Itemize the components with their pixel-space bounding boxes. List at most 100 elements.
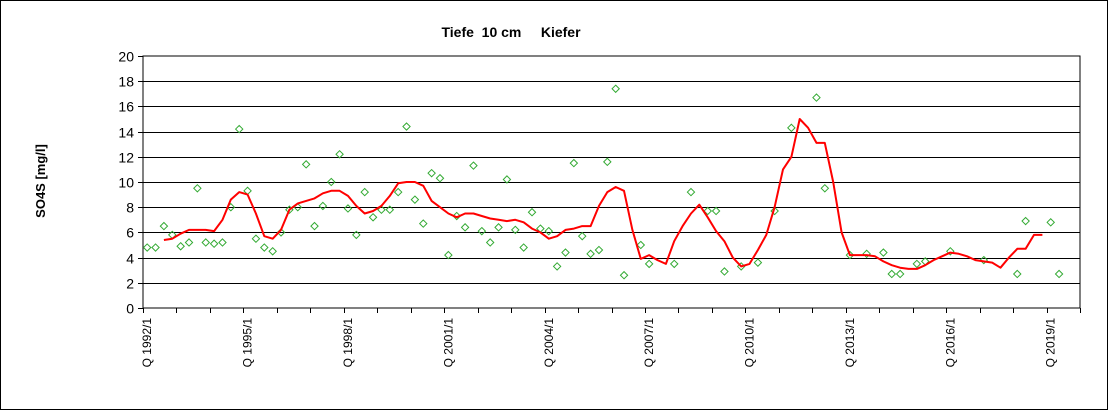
x-axis-ticks: Q 1992/1 Q 1995/1 Q 1998/1 Q 2001/1 Q 2004/1… — [140, 308, 1081, 368]
y-tick-label: 10 — [118, 175, 134, 191]
data-point — [1021, 216, 1030, 226]
data-point — [209, 239, 219, 249]
data-point — [435, 173, 445, 183]
data-point — [946, 246, 955, 256]
data-point — [494, 223, 503, 232]
data-point — [218, 238, 227, 247]
data-point — [703, 206, 713, 216]
data-point — [895, 269, 905, 279]
data-point — [352, 230, 361, 240]
y-tick-label: 20 — [118, 49, 134, 65]
x-tick-label: Q 1998/1 — [341, 318, 355, 368]
data-point — [820, 183, 830, 193]
x-tick-label: Q 2013/1 — [843, 318, 857, 368]
data-point — [477, 226, 487, 236]
y-tick-label: 6 — [126, 225, 134, 241]
data-point — [720, 267, 729, 276]
data-point — [552, 262, 562, 271]
y-axis-label: SO4S [mg/l] — [33, 144, 48, 218]
gridlines — [143, 81, 1080, 284]
data-point — [393, 187, 403, 197]
y-axis-ticks: 0 2 4 6 8 10 12 14 16 18 20 — [118, 49, 143, 317]
data-point — [268, 246, 277, 256]
y-tick-label: 16 — [118, 99, 134, 115]
data-point — [577, 231, 587, 241]
data-point — [586, 249, 595, 259]
x-tick-label: Q 2007/1 — [642, 318, 656, 368]
data-point — [318, 201, 328, 211]
x-tick-label: Q 2001/1 — [441, 318, 455, 368]
series-line — [163, 118, 1043, 270]
data-point — [812, 93, 821, 102]
data-point — [619, 270, 629, 280]
x-tick-label: Q 2004/1 — [542, 318, 556, 368]
data-point — [887, 269, 897, 279]
data-point — [1012, 269, 1022, 279]
data-point — [686, 187, 696, 197]
data-point — [460, 223, 470, 232]
data-point — [485, 238, 495, 247]
x-tick-label: Q 2010/1 — [743, 318, 757, 368]
data-point — [544, 226, 554, 236]
data-point — [862, 249, 871, 259]
data-point — [193, 183, 202, 193]
data-point — [753, 258, 763, 267]
data-point — [151, 243, 160, 252]
x-tick-label: Q 2016/1 — [943, 318, 957, 368]
y-tick-label: 12 — [118, 150, 134, 166]
x-tick-label: Q 2019/1 — [1044, 318, 1058, 368]
x-tick-label: Q 1995/1 — [241, 318, 255, 368]
y-tick-label: 2 — [126, 276, 134, 292]
data-point — [711, 206, 721, 216]
data-point — [444, 250, 453, 260]
data-point — [469, 161, 478, 170]
data-point — [770, 206, 779, 216]
chart-title: Tiefe 10 cm Kiefer — [441, 24, 581, 40]
data-point — [1046, 218, 1056, 227]
data-point — [1054, 269, 1064, 279]
data-point — [360, 187, 370, 197]
data-point — [510, 225, 520, 235]
y-tick-label: 4 — [126, 251, 134, 267]
data-point — [326, 177, 336, 187]
data-point — [452, 211, 462, 221]
data-point — [979, 255, 989, 265]
data-point — [310, 221, 319, 231]
data-point — [410, 195, 420, 204]
data-point — [301, 160, 311, 169]
data-point — [787, 123, 796, 133]
y-tick-label: 8 — [126, 200, 134, 216]
data-point — [201, 238, 211, 247]
data-point — [343, 204, 353, 213]
y-tick-label: 14 — [118, 125, 134, 141]
data-point — [519, 243, 528, 252]
data-point — [527, 207, 537, 217]
data-point — [251, 234, 261, 244]
data-point — [611, 84, 620, 94]
data-point — [427, 168, 436, 178]
data-point — [561, 248, 570, 257]
data-point — [385, 205, 395, 215]
data-point — [569, 158, 579, 168]
data-point — [159, 221, 169, 231]
data-point — [368, 212, 378, 222]
data-point — [594, 245, 604, 255]
x-tick-label: Q 1992/1 — [140, 318, 154, 368]
y-tick-label: 0 — [126, 301, 134, 317]
data-point — [502, 175, 512, 184]
data-point — [603, 157, 612, 167]
data-point — [879, 248, 888, 257]
data-point — [142, 243, 152, 252]
data-point — [260, 243, 269, 252]
data-point — [234, 124, 244, 134]
data-point — [636, 240, 646, 250]
data-point — [845, 250, 855, 260]
y-tick-label: 18 — [118, 74, 134, 90]
data-point — [644, 259, 654, 269]
data-point — [669, 259, 679, 269]
data-point — [418, 219, 428, 228]
data-point — [402, 122, 411, 131]
data-point — [335, 149, 344, 159]
data-point — [912, 259, 922, 269]
